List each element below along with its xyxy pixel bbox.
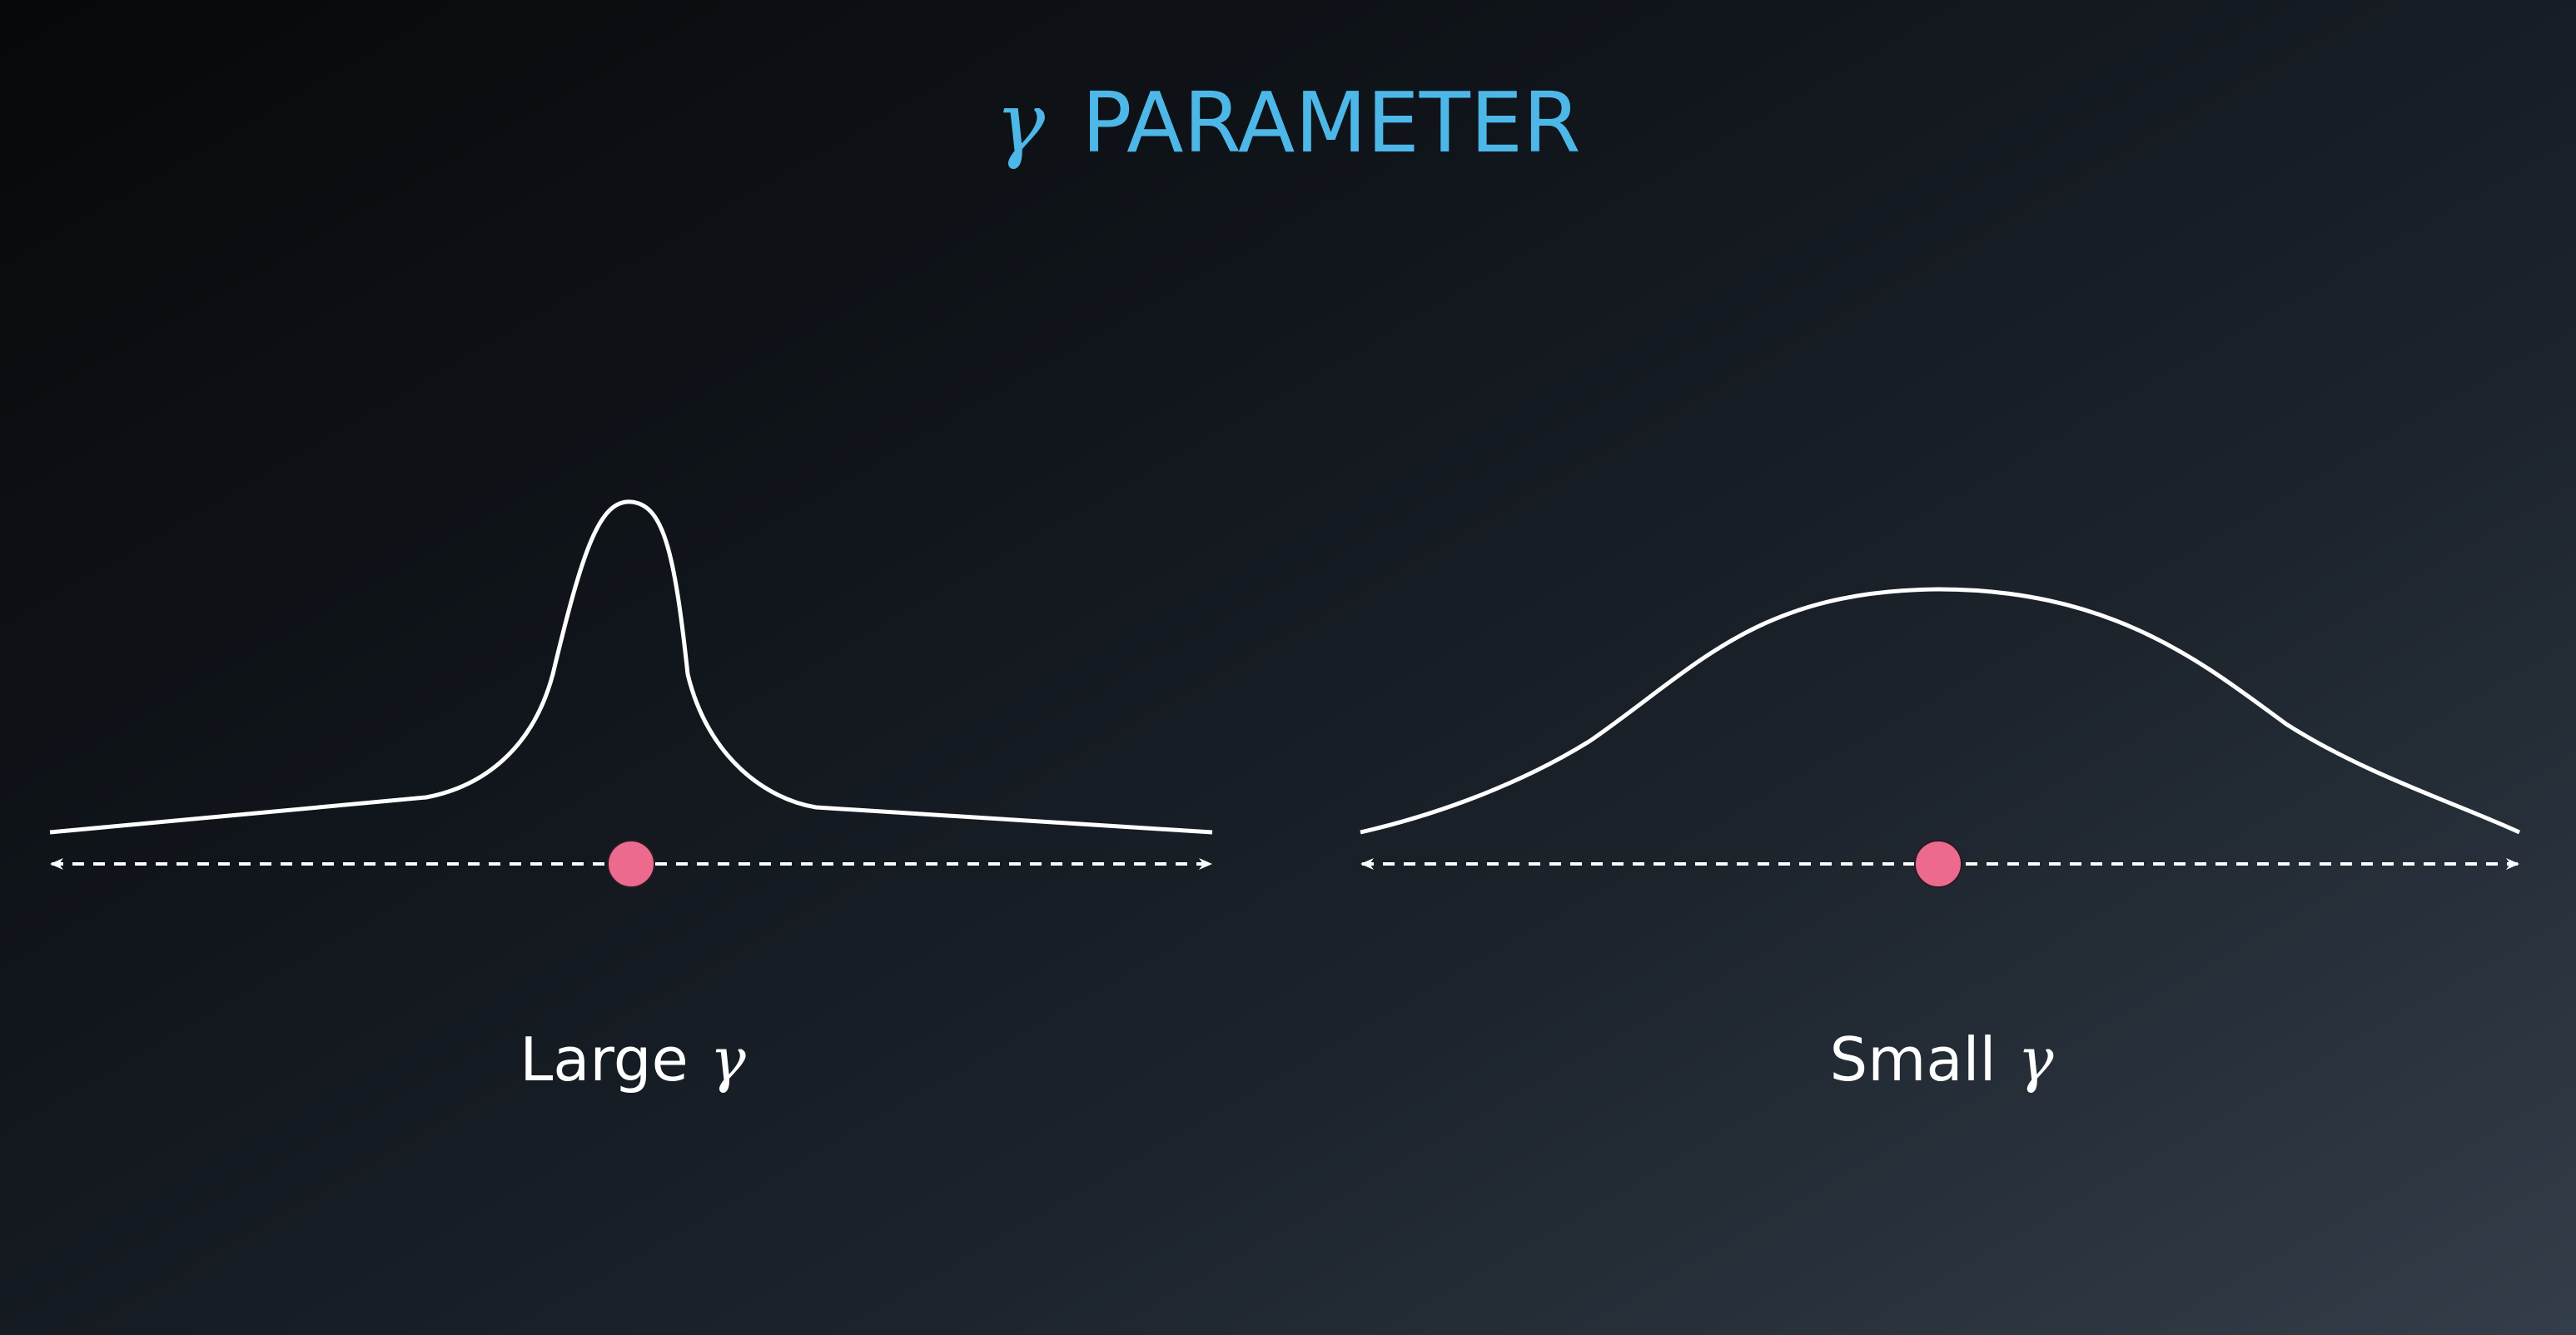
large-gamma-label: Large [520, 1025, 689, 1094]
small-gamma-curve [1360, 587, 2521, 835]
small-gamma-symbol: γ [2017, 1025, 2054, 1094]
title-text: PARAMETER [1082, 74, 1581, 171]
slide-title: γ PARAMETER [0, 73, 2576, 173]
small-gamma-panel [1360, 587, 2521, 888]
large-gamma-caption: Large γ [450, 1022, 816, 1097]
large-gamma-panel [49, 499, 1213, 888]
small-gamma-center-point [1914, 840, 1962, 888]
title-gamma-symbol: γ [995, 74, 1046, 171]
large-gamma-curve [49, 499, 1213, 835]
small-gamma-label: Small [1829, 1025, 1997, 1094]
large-gamma-center-point [607, 840, 655, 888]
large-gamma-symbol: γ [709, 1025, 746, 1094]
small-gamma-caption: Small γ [1758, 1022, 2125, 1097]
